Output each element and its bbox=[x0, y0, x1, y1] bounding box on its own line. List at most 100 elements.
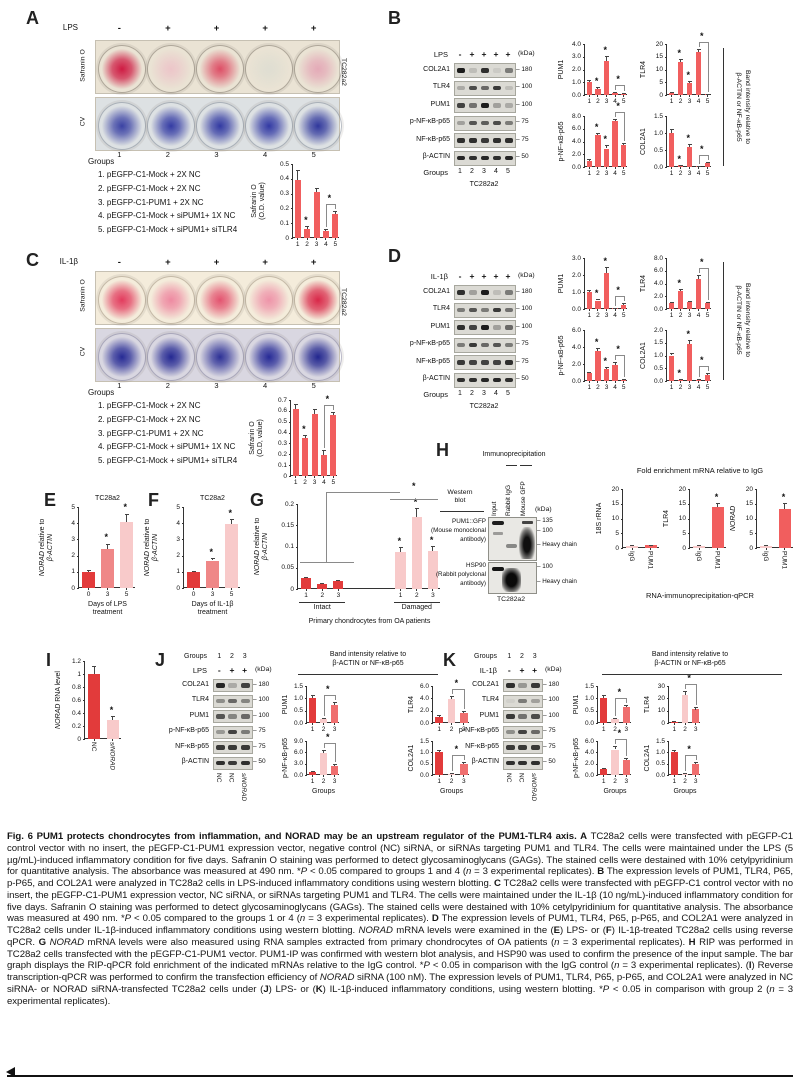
x-tick bbox=[323, 775, 324, 777]
blot-band bbox=[215, 714, 225, 719]
error-bar-cap bbox=[305, 226, 310, 228]
y-tick bbox=[664, 309, 667, 310]
treatment-sign: + bbox=[262, 257, 268, 268]
blot-band bbox=[531, 683, 541, 688]
error-bar-cap bbox=[624, 758, 629, 759]
error-bar-cap bbox=[210, 558, 215, 559]
blot-lane-box bbox=[454, 98, 516, 113]
bar bbox=[686, 344, 693, 381]
error-bar-cap bbox=[613, 718, 617, 720]
molecular-weight-marker: – 180 bbox=[253, 680, 270, 688]
blot-band bbox=[228, 745, 238, 750]
x-cat-label: 1 bbox=[601, 778, 606, 785]
y-tick-label: 0.0 bbox=[584, 719, 594, 727]
bar bbox=[294, 180, 301, 238]
safranin-plate-a bbox=[95, 40, 342, 94]
error-bar-cap bbox=[687, 300, 692, 302]
x-tick bbox=[312, 723, 313, 725]
error-bar-cap bbox=[601, 768, 606, 770]
blot-band bbox=[504, 103, 514, 108]
x-tick bbox=[680, 381, 681, 383]
blot-smear bbox=[502, 568, 521, 592]
molecular-weight-marker: – 75 bbox=[543, 727, 556, 734]
bracket-drop bbox=[707, 41, 709, 92]
molecular-weight-marker: – 180 bbox=[516, 287, 533, 295]
label-text: TLR4 bbox=[640, 274, 647, 293]
bar bbox=[309, 698, 316, 723]
error-bar bbox=[312, 695, 313, 699]
bar bbox=[586, 160, 592, 167]
y-tick-label: 4.0 bbox=[653, 280, 663, 287]
y-tick bbox=[582, 69, 585, 71]
significance-star: * bbox=[327, 193, 332, 204]
y-tick-label: 1.0 bbox=[653, 352, 663, 359]
blot-band bbox=[531, 698, 541, 704]
x-cat-label: 5 bbox=[621, 384, 626, 391]
y-tick bbox=[664, 330, 667, 331]
y-tick bbox=[595, 723, 598, 724]
blot-band bbox=[504, 85, 514, 91]
pum1-chart-j: 0.0 0.5 1.0 1.5 * 1 2 3 PUM1 bbox=[282, 683, 339, 733]
blot-band bbox=[531, 714, 541, 719]
band-intensity-side-label-b: Band intensity relative to β-ACTIN or NF… bbox=[733, 42, 752, 172]
y-axis-label: NORAD bbox=[730, 475, 738, 562]
y-tick-label: 0 bbox=[283, 472, 287, 480]
error-bar-cap bbox=[587, 371, 592, 373]
x-tick bbox=[312, 775, 313, 777]
x-tick bbox=[93, 739, 95, 741]
error-bar bbox=[416, 508, 418, 517]
blot-band bbox=[531, 729, 541, 735]
error-bar bbox=[323, 449, 325, 456]
y-axis-label: TLR4 bbox=[640, 30, 648, 109]
x-cat-label: siNORAD bbox=[108, 742, 116, 771]
y-axis-label: NORAD relative to β-ACTIN bbox=[254, 490, 269, 603]
label-text: TLR4 bbox=[408, 695, 415, 714]
blot-lane-label: NC bbox=[227, 773, 235, 783]
label-text: NORAD bbox=[254, 550, 261, 576]
x-cat-label: IgG bbox=[761, 551, 769, 562]
title-line2-k: β-ACTIN or NF-κB-p65 bbox=[654, 659, 726, 667]
x-tick bbox=[126, 588, 127, 590]
blot-band bbox=[504, 138, 514, 143]
y-tick-label: 0 bbox=[77, 735, 81, 743]
caption-segment: = 3 experimental replicates). bbox=[305, 913, 432, 925]
x-tick bbox=[337, 589, 339, 591]
blot-band bbox=[215, 683, 225, 688]
x-cat-label: 2 bbox=[596, 98, 600, 105]
group-number: 2 bbox=[520, 653, 524, 660]
y-tick-label: 20 bbox=[745, 485, 753, 493]
error-bar-cap bbox=[229, 519, 234, 521]
y-tick-label: 8.0 bbox=[571, 112, 581, 120]
y-tick-label: 1.5 bbox=[293, 682, 303, 690]
caption-segment: G bbox=[38, 936, 46, 948]
significance-star: * bbox=[617, 728, 622, 739]
x-cat-label: 1 bbox=[669, 312, 674, 319]
y-tick-label: 0 bbox=[661, 719, 665, 727]
molecular-weight-marker: – 100 bbox=[543, 711, 560, 719]
significance-star: * bbox=[700, 30, 704, 41]
blot-band bbox=[518, 714, 528, 719]
y-tick-label: 1.5 bbox=[584, 682, 594, 690]
x-tick bbox=[707, 167, 708, 169]
caption-segment: RIP was performed in TC28a2 cells transf… bbox=[7, 936, 794, 972]
y-tick-label: 0 bbox=[682, 544, 686, 552]
y-tick-label: 2.0 bbox=[571, 150, 581, 158]
x-cat-label: 2 bbox=[596, 384, 600, 391]
blot-band bbox=[505, 729, 515, 735]
y-tick-label: 0.2 bbox=[71, 722, 81, 730]
bar bbox=[603, 148, 610, 167]
kda-label: (kDa) bbox=[255, 666, 272, 673]
bar bbox=[395, 552, 406, 589]
y-tick-label: 0 bbox=[176, 584, 180, 592]
caption-segment: H bbox=[688, 936, 696, 948]
ip-blot-box-1 bbox=[488, 517, 537, 561]
blot-lane-box bbox=[503, 741, 543, 754]
x-cat-label: 1 bbox=[304, 592, 308, 599]
group-number: 3 bbox=[532, 653, 537, 660]
x-cat-label: 1 bbox=[601, 726, 606, 733]
panel-e-label: E bbox=[44, 490, 57, 510]
comparison-foot-line bbox=[300, 562, 354, 563]
error-bar-cap bbox=[782, 502, 787, 504]
x-axis-label: Groups bbox=[603, 788, 627, 795]
significance-star: * bbox=[686, 69, 691, 80]
